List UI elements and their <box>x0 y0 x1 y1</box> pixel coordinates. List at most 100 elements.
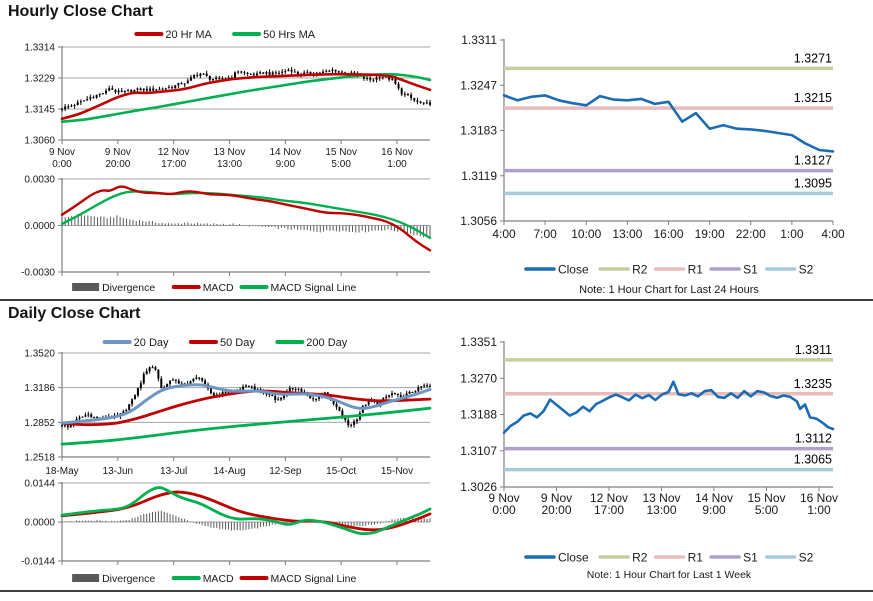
y-axis-label: 0.0144 <box>24 479 55 490</box>
legend-item-r2: R2 <box>598 262 648 276</box>
x-axis-label: 9 Nov <box>49 147 75 158</box>
y-axis-label: 1.3119 <box>461 169 497 183</box>
pivot-label: 1.3271 <box>794 51 832 65</box>
x-axis-label: 9:00 <box>276 159 296 170</box>
daily-section-title: Daily Close Chart <box>8 305 141 322</box>
legend-label: MACD Signal Line <box>271 282 357 294</box>
y-axis-label: 1.3229 <box>24 74 55 85</box>
x-axis-label: 16:00 <box>653 227 683 241</box>
pivot-label: 1.3311 <box>795 343 832 357</box>
legend-bar-swatch <box>72 283 100 291</box>
legend-item-s1: S1 <box>709 550 758 564</box>
y-axis-label: 1.2852 <box>24 418 55 429</box>
x-axis-label: 9 Nov <box>105 147 131 158</box>
legend-item-close: Close <box>524 550 589 564</box>
legend-label: MACD Signal Line <box>271 573 357 585</box>
legend-label: Close <box>558 262 589 276</box>
x-axis-label: 9 Nov <box>541 491 572 505</box>
legend-item-close: Close <box>524 262 589 276</box>
x-axis-label: 17:00 <box>594 503 624 517</box>
pivot-label: 1.3095 <box>794 176 832 190</box>
x-axis-label: 15 Nov <box>747 491 785 505</box>
x-axis-label: 7:00 <box>533 227 557 241</box>
series-macd-signal-line <box>60 490 432 532</box>
x-axis-label: 12 Nov <box>158 147 190 158</box>
x-axis-label: 12-Sep <box>269 466 302 477</box>
legend-label: MACD <box>203 573 234 585</box>
x-axis-label: 16 Nov <box>381 147 413 158</box>
x-axis-label: 13 Nov <box>214 147 246 158</box>
y-axis-label: 1.3026 <box>460 480 497 494</box>
legend-label: R1 <box>688 262 704 276</box>
y-axis-label: 1.3188 <box>460 408 497 422</box>
y-axis-label: -0.0144 <box>21 557 55 568</box>
x-axis-label: 5:00 <box>331 159 351 170</box>
series-close <box>502 94 835 153</box>
x-axis-label: 10:00 <box>571 227 601 241</box>
y-axis-label: -0.0030 <box>21 268 55 279</box>
legend-item-divergence: Divergence <box>72 282 155 294</box>
x-axis-label: 1:00 <box>387 159 407 170</box>
legend-item-20-day: 20 Day <box>102 337 169 349</box>
pivot-label: 1.3065 <box>794 453 832 467</box>
legend-label: 20 Hr MA <box>165 29 212 41</box>
daily-pivot-note: Note: 1 Hour Chart for Last 1 Week <box>586 569 752 581</box>
legend-label: 50 Day <box>220 337 255 349</box>
legend-label: S1 <box>743 550 758 564</box>
x-axis-label: 4:00 <box>821 227 845 241</box>
y-axis-label: 1.3314 <box>24 43 55 54</box>
bottom-divider <box>0 590 873 592</box>
y-axis-label: 0.0000 <box>24 221 55 232</box>
legend-bar-swatch <box>72 574 100 582</box>
y-axis-label: 1.3351 <box>460 335 497 349</box>
legend-item-s1: S1 <box>709 262 758 276</box>
y-axis-label: 1.3270 <box>460 371 497 385</box>
x-axis-label: 22:00 <box>736 227 766 241</box>
legend-item-macd: MACD <box>171 282 234 294</box>
series-20-day <box>60 383 432 425</box>
section-divider <box>0 299 873 301</box>
x-axis-label: 12 Nov <box>590 491 628 505</box>
y-axis-label: 1.3186 <box>24 383 55 394</box>
legend-label: 200 Day <box>306 337 347 349</box>
candlestick-series <box>61 67 431 112</box>
series-macd <box>60 486 432 536</box>
x-axis-label: 13:00 <box>217 159 242 170</box>
series-200-day <box>60 406 432 446</box>
legend-label: R1 <box>688 550 704 564</box>
y-axis-label: 1.2518 <box>24 453 55 464</box>
divergence-bars <box>61 214 431 239</box>
legend-item-200-day: 200 Day <box>275 337 348 349</box>
x-axis-label: 1:00 <box>807 503 831 517</box>
x-axis-label: 16 Nov <box>800 491 838 505</box>
x-axis-label: 0:00 <box>492 503 516 517</box>
y-axis-label: 1.3060 <box>24 136 55 147</box>
x-axis-label: 15-Oct <box>326 466 356 477</box>
x-axis-label: 13:00 <box>646 503 676 517</box>
x-axis-label: 13-Jun <box>103 466 134 477</box>
x-axis-label: 14 Nov <box>269 147 301 158</box>
daily-price-chart: 1.3520 1.3186 1.2852 1.2518 18-May 13-Jun 13-J… <box>24 337 432 477</box>
daily-price-legend: 20 Day 50 Day 200 Day <box>102 337 348 349</box>
legend-label: S1 <box>743 262 758 276</box>
x-axis-label: 9 Nov <box>488 491 519 505</box>
daily-macd-chart: 0.0144 0.0000 -0.0144 Divergence MACD MACD Si… <box>21 479 432 585</box>
y-axis-label: 1.3183 <box>460 124 497 138</box>
hourly-pivot-legend: Close R2 R1 S1 S2 <box>524 262 814 276</box>
legend-item-50-day: 50 Day <box>188 337 255 349</box>
pivot-label: 1.3215 <box>794 91 832 105</box>
series-macd <box>60 185 432 252</box>
x-axis-label: 13:00 <box>612 227 642 241</box>
daily-macd-legend: Divergence MACD MACD Signal Line <box>72 573 356 585</box>
legend-label: R2 <box>632 262 648 276</box>
x-axis-label: 1:00 <box>780 227 804 241</box>
legend-label: 20 Day <box>134 337 169 349</box>
x-axis-label: 18-May <box>45 466 78 477</box>
pivot-label: 1.3127 <box>794 154 832 168</box>
x-axis-label: 15-Nov <box>381 466 413 477</box>
legend-label: MACD <box>203 282 234 294</box>
